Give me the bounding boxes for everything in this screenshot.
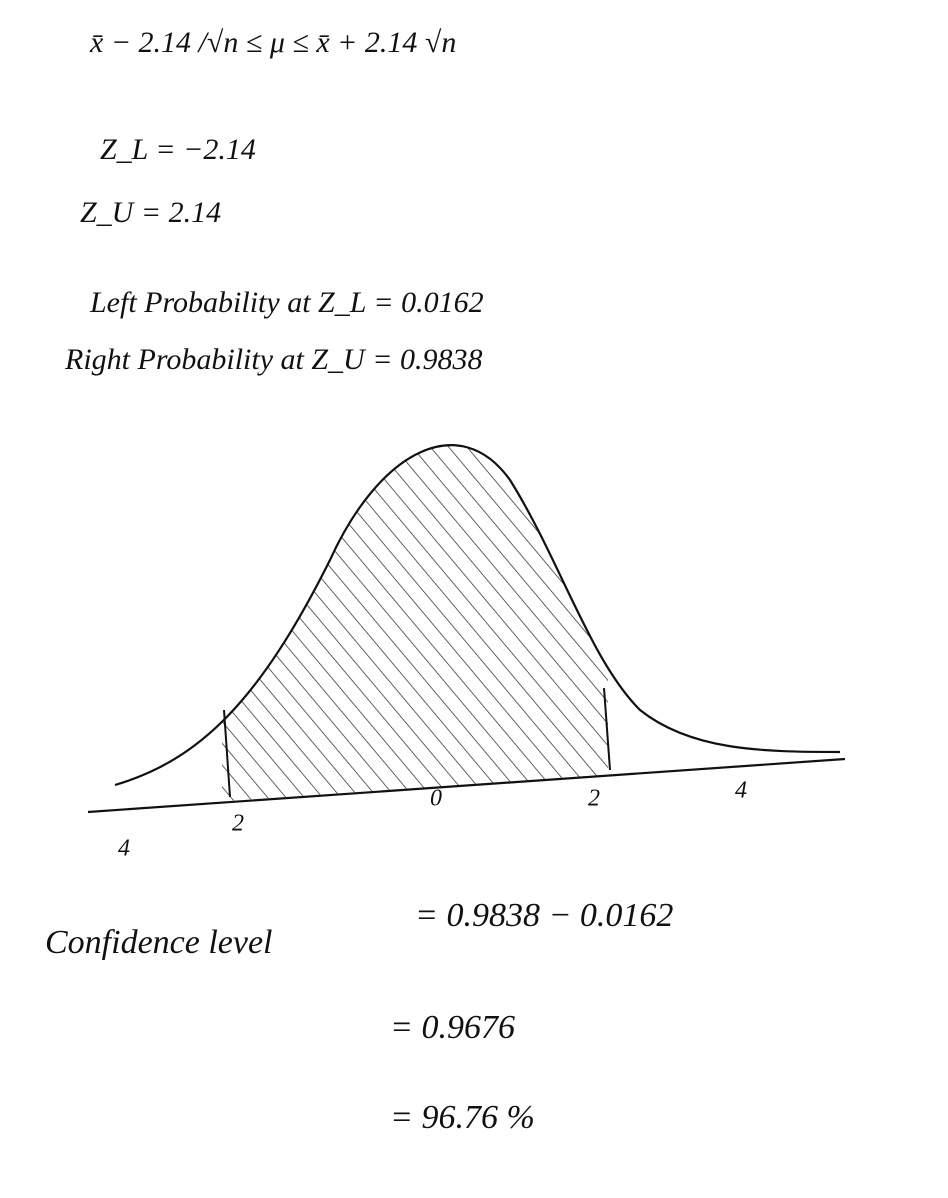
upper-bound-line (603, 687, 611, 771)
formula-line: x̄ − 2.14 /√n ≤ μ ≤ x̄ + 2.14 √n (89, 26, 456, 59)
left-probability: Left Probability at Z_L = 0.0162 (89, 286, 484, 319)
axis-label: 4 (735, 778, 747, 804)
bell-curve (114, 444, 841, 787)
confidence-step: = 96.76 % (390, 1099, 535, 1136)
lower-bound-line (223, 709, 231, 798)
z-lower: Z_L = −2.14 (100, 133, 256, 166)
z-upper: Z_U = 2.14 (80, 196, 221, 229)
axis-label: 2 (232, 811, 244, 837)
confidence-step: = 0.9676 (390, 1009, 515, 1046)
axis-label: 2 (588, 786, 600, 812)
axis-label: 0 (430, 786, 442, 812)
baseline (87, 757, 846, 814)
normal-curve-sketch: 4 2 0 2 4 (87, 444, 846, 862)
right-probability: Right Probability at Z_U = 0.9838 (64, 343, 482, 376)
axis-label: 4 (118, 836, 130, 862)
confidence-label: Confidence level (45, 924, 273, 961)
shaded-region (222, 445, 608, 802)
confidence-step: = 0.9838 − 0.0162 (415, 897, 673, 934)
